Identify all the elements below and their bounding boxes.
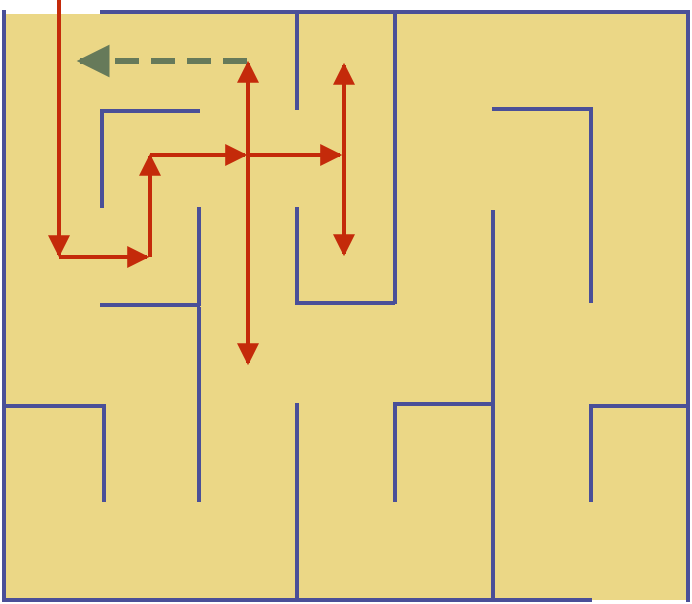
maze-walls — [2, 10, 690, 602]
solver-path — [48, 0, 355, 366]
maze-entrance — [0, 0, 100, 14]
maze-exit — [590, 600, 692, 604]
